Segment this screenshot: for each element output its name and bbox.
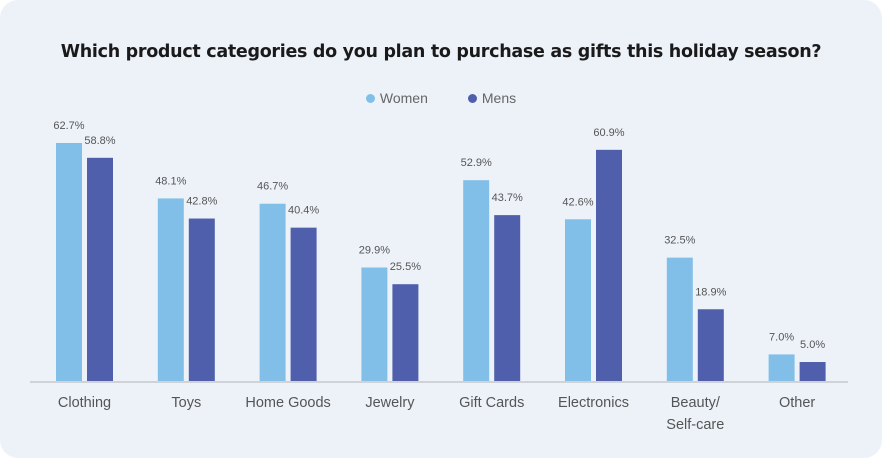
bar-women-2[interactable] [259, 203, 286, 381]
bar-mens-1[interactable] [188, 218, 215, 381]
data-label-women-0: 62.7% [53, 120, 84, 132]
data-label-women-1: 48.1% [155, 175, 186, 187]
data-label-mens-2: 40.4% [288, 205, 319, 217]
data-label-women-5: 42.6% [562, 196, 593, 208]
category-label-0: Clothing [58, 395, 111, 411]
bar-mens-2[interactable] [290, 227, 317, 381]
legend-dot-women-icon [365, 93, 375, 103]
data-label-women-3: 29.9% [359, 245, 390, 257]
bar-mens-0[interactable] [87, 157, 113, 381]
data-label-women-2: 46.7% [257, 181, 288, 193]
bar-women-1[interactable] [157, 198, 184, 381]
data-label-mens-3: 25.5% [390, 261, 421, 273]
data-label-mens-6: 18.9% [695, 286, 726, 298]
category-label-7: Other [779, 395, 815, 411]
data-label-women-6: 32.5% [664, 235, 695, 247]
bar-women-0[interactable] [56, 143, 82, 381]
bar-women-3[interactable] [361, 267, 388, 381]
category-label-6-line-1: Self-care [666, 417, 724, 433]
data-label-mens-7: 5.0% [800, 339, 825, 351]
category-label-2: Home Goods [245, 395, 330, 411]
bar-women-5[interactable] [565, 219, 591, 381]
data-label-mens-4: 43.7% [492, 192, 523, 204]
bar-mens-4[interactable] [494, 215, 521, 381]
data-label-mens-5: 60.9% [593, 127, 624, 139]
category-label-3: Jewelry [365, 395, 415, 411]
data-label-women-7: 7.0% [769, 331, 794, 343]
category-label-6-line-0: Beauty/ [671, 395, 721, 411]
bar-women-6[interactable] [666, 257, 693, 381]
category-label-1: Toys [171, 395, 201, 411]
legend-label-women: Women [379, 90, 428, 106]
data-label-mens-1: 42.8% [186, 196, 217, 208]
chart-title: Which product categories do you plan to … [60, 42, 822, 62]
legend-label-mens: Mens [481, 90, 517, 106]
category-label-4: Gift Cards [459, 395, 524, 411]
data-label-mens-0: 58.8% [84, 135, 115, 147]
legend: Women Mens [0, 90, 882, 106]
data-label-women-4: 52.9% [461, 157, 492, 169]
legend-item-women[interactable]: Women [365, 90, 428, 106]
bar-women-4[interactable] [463, 180, 490, 381]
legend-dot-mens-icon [467, 93, 477, 103]
bar-mens-5[interactable] [596, 149, 622, 381]
category-label-5: Electronics [558, 395, 629, 411]
bar-women-7[interactable] [768, 354, 795, 381]
bar-mens-6[interactable] [697, 309, 724, 381]
bar-mens-7[interactable] [799, 362, 826, 381]
bar-mens-3[interactable] [392, 284, 419, 381]
legend-item-mens[interactable]: Mens [467, 90, 517, 106]
